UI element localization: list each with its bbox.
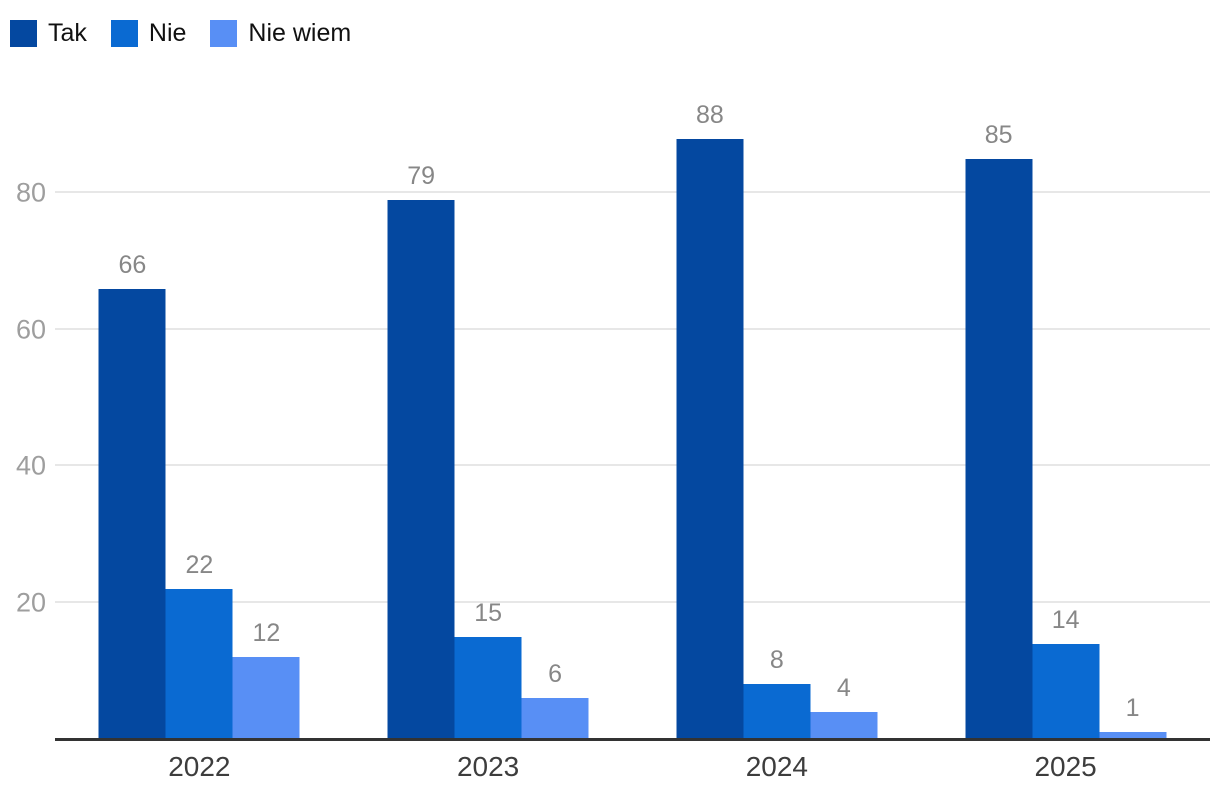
gridline-40 <box>55 464 1210 467</box>
bar-cluster: 66 22 12 <box>98 57 300 739</box>
legend-label-nie-wiem: Nie wiem <box>248 19 352 47</box>
gridline-80 <box>55 191 1210 194</box>
bar-slot: 8 <box>743 57 811 739</box>
bar-slot: 1 <box>1099 57 1167 739</box>
bar-tak-2022 <box>98 288 166 739</box>
bar-slot: 79 <box>387 57 455 739</box>
gridline-60 <box>55 327 1210 330</box>
bar-slot: 4 <box>810 57 878 739</box>
x-category-label-2024: 2024 <box>745 751 809 782</box>
data-label: 6 <box>548 660 563 689</box>
y-tick-label-60: 60 <box>15 314 46 345</box>
bar-cluster: 79 15 6 <box>387 57 589 739</box>
legend-swatch-nie-wiem <box>210 20 238 47</box>
bar-group-2022: 66 22 12 2022 <box>55 57 344 782</box>
data-label: 8 <box>769 646 784 675</box>
data-label: 79 <box>407 162 436 191</box>
legend-item-nie-wiem: Nie wiem <box>210 20 351 47</box>
legend-label-nie: Nie <box>148 19 187 47</box>
bar-slot: 14 <box>1032 57 1100 739</box>
data-label: 12 <box>252 619 281 648</box>
data-label: 14 <box>1051 605 1080 634</box>
bar-nie-wiem-2024 <box>810 711 878 739</box>
bar-cluster: 88 8 4 <box>676 57 878 739</box>
bar-nie-wiem-2025 <box>1099 732 1167 739</box>
bar-group-2023: 79 15 6 2023 <box>344 57 633 782</box>
bar-tak-2024 <box>676 138 744 739</box>
bar-slot: 22 <box>165 57 233 739</box>
bar-slot: 12 <box>232 57 300 739</box>
bar-group-2025: 85 14 1 2025 <box>921 57 1210 782</box>
bar-nie-2022 <box>165 588 233 739</box>
data-label: 4 <box>836 673 851 702</box>
legend-swatch-tak <box>10 20 37 47</box>
x-category-label-2023: 2023 <box>456 751 520 782</box>
bar-tak-2025 <box>965 159 1033 739</box>
y-tick-label-40: 40 <box>15 450 46 481</box>
data-label: 22 <box>185 550 214 579</box>
bar-slot: 15 <box>454 57 522 739</box>
y-tick-label-20: 20 <box>15 587 46 618</box>
x-axis-line <box>55 738 1210 741</box>
bar-nie-2025 <box>1032 643 1100 739</box>
bar-nie-2023 <box>454 636 522 739</box>
data-label: 1 <box>1125 694 1140 723</box>
data-label: 66 <box>118 250 147 279</box>
data-label: 85 <box>984 121 1013 150</box>
data-label: 15 <box>474 598 503 627</box>
x-category-label-2025: 2025 <box>1034 751 1097 782</box>
bar-cluster: 85 14 1 <box>965 57 1167 739</box>
legend-label-tak: Tak <box>48 19 87 47</box>
bar-slot: 88 <box>676 57 744 739</box>
bar-slot: 66 <box>98 57 166 739</box>
bar-nie-2024 <box>743 684 811 739</box>
x-category-label-2022: 2022 <box>168 751 231 782</box>
bar-group-2024: 88 8 4 2024 <box>633 57 922 782</box>
legend-item-tak: Tak <box>10 20 87 47</box>
gridline-20 <box>55 600 1210 603</box>
chart-legend: Tak Nie Nie wiem <box>10 20 375 47</box>
bar-slot: 6 <box>521 57 589 739</box>
data-label: 88 <box>695 100 724 129</box>
bar-slot: 85 <box>965 57 1033 739</box>
legend-swatch-nie <box>110 20 138 47</box>
legend-item-nie: Nie <box>110 19 187 47</box>
y-tick-label-80: 80 <box>15 177 46 208</box>
bar-nie-wiem-2023 <box>521 698 589 739</box>
bar-tak-2023 <box>387 200 455 739</box>
bar-nie-wiem-2022 <box>232 657 300 739</box>
plot-area: 20 40 60 80 66 22 12 2022 79 15 6 2023 88 8 4 2024 85 14 1… <box>16 57 1210 782</box>
